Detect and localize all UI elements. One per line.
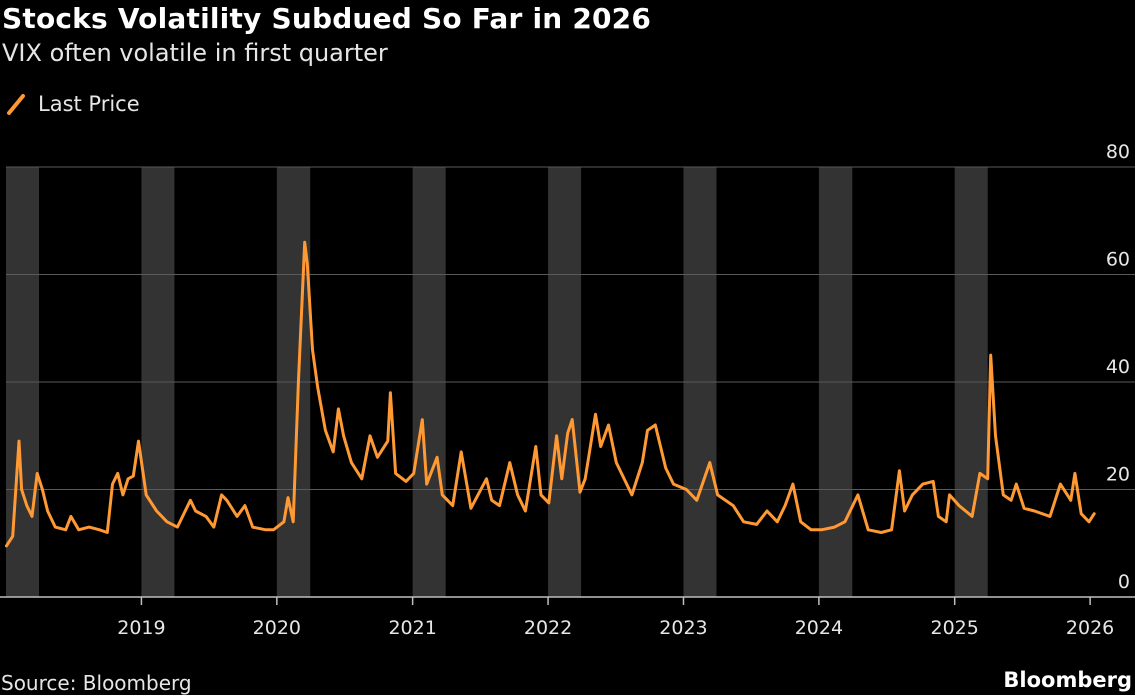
chart-title: Stocks Volatility Subdued So Far in 2026 [2, 2, 652, 35]
series-line-0 [4, 240, 1096, 548]
legend-label: Last Price [38, 92, 140, 116]
legend: Last Price [6, 92, 140, 116]
gridlines [6, 166, 1135, 490]
x-tick-label-2026: 2026 [1066, 617, 1114, 639]
chart-subtitle: VIX often volatile in first quarter [2, 39, 388, 67]
legend-swatch [7, 94, 25, 115]
x-tick-label-2021: 2021 [388, 617, 436, 639]
x-axis: 2019 2020 2021 2022 2023 2024 2025 2026 [0, 596, 1135, 639]
legend-swatch-line [7, 94, 25, 115]
x-tick-label-2025: 2025 [931, 617, 979, 639]
y-tick-label-60: 60 [1106, 249, 1130, 271]
x-tick-label-2023: 2023 [659, 617, 707, 639]
y-tick-label-0: 0 [1118, 571, 1130, 593]
y-axis: 0 20 40 60 80 [1106, 141, 1130, 593]
y-tick-label-40: 40 [1106, 356, 1130, 378]
y-tick-label-20: 20 [1106, 464, 1130, 486]
y-tick-label-80: 80 [1106, 141, 1130, 163]
source-note: Source: Bloomberg [1, 671, 192, 695]
x-tick-label-2022: 2022 [524, 617, 572, 639]
x-tick-label-2024: 2024 [795, 617, 843, 639]
x-tick-label-2019: 2019 [117, 617, 165, 639]
x-tick-label-2020: 2020 [253, 617, 301, 639]
series-group [4, 240, 1096, 548]
brand-logo: Bloomberg [1003, 668, 1132, 692]
